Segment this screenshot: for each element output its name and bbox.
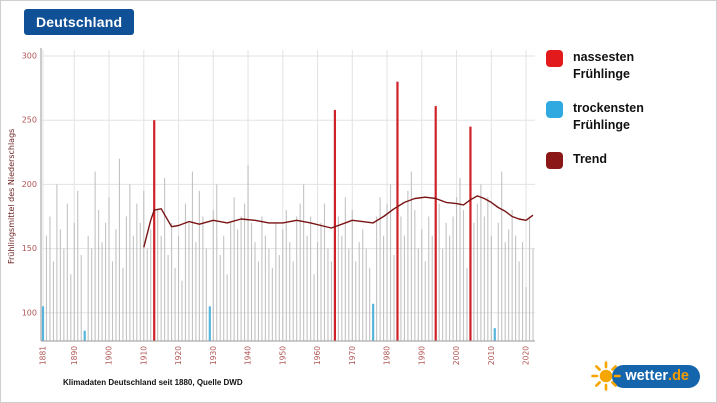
- svg-text:2020: 2020: [522, 346, 531, 365]
- svg-text:1940: 1940: [244, 346, 253, 365]
- svg-text:300: 300: [22, 52, 37, 61]
- legend-label-trend: Trend: [573, 151, 608, 166]
- logo-tld-text: .de: [668, 367, 689, 384]
- svg-text:1890: 1890: [70, 346, 79, 365]
- legend-item-driest: trockensten Frühlinge: [546, 100, 644, 134]
- sun-icon: [591, 361, 622, 391]
- y-tick-labels: 100 150 200 250 300: [22, 52, 37, 318]
- legend-label-wettest: nassesten Frühlinge: [573, 50, 635, 81]
- svg-text:1950: 1950: [278, 346, 287, 365]
- svg-text:200: 200: [22, 180, 37, 189]
- wetter-de-logo: wetter .de: [591, 361, 700, 391]
- svg-text:250: 250: [22, 116, 37, 125]
- logo-pill: wetter .de: [612, 364, 700, 388]
- svg-text:100: 100: [22, 308, 37, 317]
- svg-text:1980: 1980: [383, 346, 392, 365]
- legend-swatch-wettest: [546, 50, 563, 67]
- svg-text:1960: 1960: [313, 346, 322, 365]
- svg-text:1910: 1910: [139, 346, 148, 365]
- legend-label-driest: trockensten Frühlinge: [573, 100, 644, 132]
- country-badge: Deutschland: [24, 9, 135, 35]
- legend-swatch-trend: [546, 151, 563, 169]
- chart-legend: nassesten Frühlinge trockensten Frühling…: [546, 49, 644, 169]
- svg-text:1990: 1990: [417, 346, 426, 365]
- svg-text:2010: 2010: [487, 346, 496, 365]
- source-caption: Klimadaten Deutschland seit 1880, Quelle…: [63, 378, 243, 387]
- svg-text:1920: 1920: [174, 346, 183, 365]
- svg-text:1970: 1970: [348, 346, 357, 365]
- svg-text:1900: 1900: [105, 346, 114, 365]
- legend-swatch-driest: [546, 100, 563, 118]
- svg-text:1881: 1881: [39, 346, 48, 365]
- logo-brand-text: wetter: [625, 367, 669, 384]
- svg-text:150: 150: [22, 244, 37, 253]
- x-tick-labels: 1881 1890 1900 1910 1920 1930 1940 1950 1960 1970…: [39, 346, 531, 365]
- svg-text:1930: 1930: [209, 346, 218, 365]
- legend-item-wettest: nassesten Frühlinge: [546, 49, 644, 83]
- legend-item-trend: Trend: [546, 151, 644, 169]
- svg-text:2000: 2000: [452, 346, 461, 365]
- precipitation-bars: [41, 81, 534, 342]
- trend-line: [143, 195, 534, 248]
- axes: [40, 48, 535, 342]
